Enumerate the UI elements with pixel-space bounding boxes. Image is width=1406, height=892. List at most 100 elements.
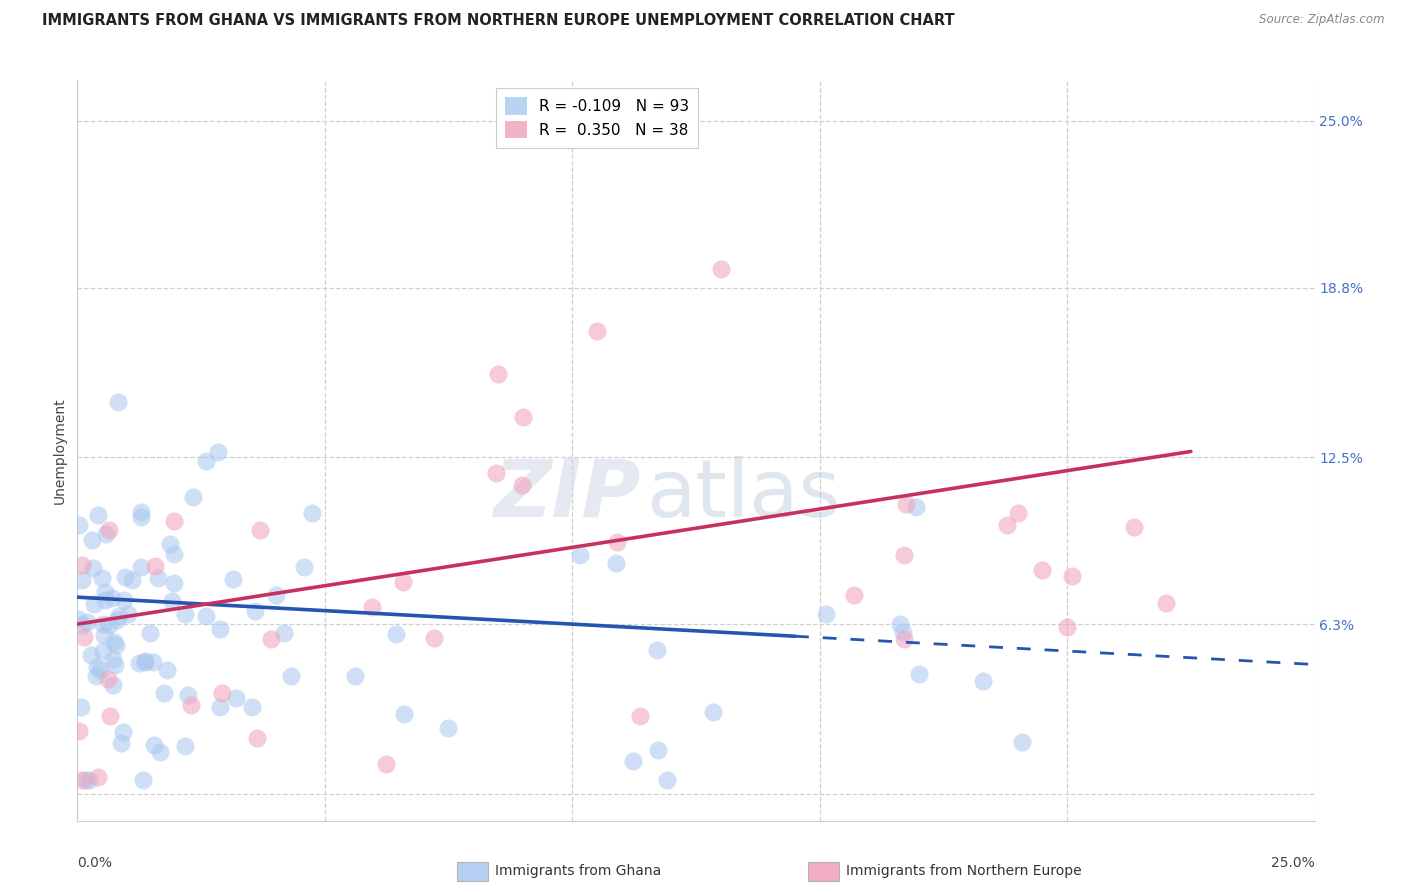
Point [710, 261, 733, 276]
Point [1031, 563, 1053, 577]
Text: 25.0%: 25.0% [1271, 855, 1315, 870]
Point [893, 548, 915, 562]
Point [142, 655, 165, 669]
Point [77, 773, 100, 788]
Point [91, 644, 114, 658]
Point [104, 639, 127, 653]
Point [146, 571, 169, 585]
Point [98, 618, 121, 632]
Point [894, 497, 917, 511]
Point [904, 500, 927, 514]
Point [82, 561, 104, 575]
Text: Source: ZipAtlas.com: Source: ZipAtlas.com [1260, 13, 1385, 27]
Point [995, 517, 1018, 532]
Point [107, 394, 129, 409]
Point [422, 632, 444, 646]
Point [107, 609, 129, 624]
Point [391, 574, 413, 589]
Point [586, 324, 609, 338]
Point [73, 630, 96, 644]
Text: atlas: atlas [647, 456, 841, 534]
Legend: R = -0.109   N = 93, R =  0.350   N = 38: R = -0.109 N = 93, R = 0.350 N = 38 [496, 88, 697, 148]
Point [1056, 620, 1078, 634]
Point [375, 756, 398, 771]
Point [134, 654, 156, 668]
Point [153, 686, 176, 700]
Point [131, 559, 153, 574]
Point [67, 517, 90, 532]
Text: 0.0%: 0.0% [77, 855, 112, 870]
Point [86, 660, 108, 674]
Point [891, 625, 914, 640]
Point [134, 656, 156, 670]
Point [94, 593, 117, 607]
Point [98, 709, 121, 723]
Text: IMMIGRANTS FROM GHANA VS IMMIGRANTS FROM NORTHERN EUROPE UNEMPLOYMENT CORRELATIO: IMMIGRANTS FROM GHANA VS IMMIGRANTS FROM… [42, 13, 955, 29]
Point [209, 623, 232, 637]
Point [908, 666, 931, 681]
Point [1011, 735, 1033, 749]
Point [66, 612, 89, 626]
Point [93, 628, 115, 642]
Point [260, 632, 283, 646]
Point [1007, 506, 1029, 520]
Text: ZIP: ZIP [494, 456, 640, 534]
Point [392, 706, 415, 721]
Point [94, 585, 117, 599]
Point [301, 506, 323, 520]
Point [163, 514, 186, 528]
Point [110, 736, 132, 750]
Point [814, 607, 837, 621]
Point [98, 523, 121, 537]
Point [112, 593, 135, 607]
Point [181, 490, 204, 504]
Point [343, 669, 366, 683]
Point [195, 609, 218, 624]
Point [436, 722, 458, 736]
Point [246, 731, 269, 745]
Point [842, 588, 865, 602]
Point [90, 571, 112, 585]
Point [129, 505, 152, 519]
Point [647, 742, 669, 756]
Point [621, 754, 644, 768]
Point [702, 705, 724, 719]
Point [112, 725, 135, 739]
Point [67, 724, 90, 739]
Point [512, 478, 534, 492]
Point [207, 445, 229, 459]
Point [266, 588, 288, 602]
Point [75, 773, 97, 788]
Point [91, 617, 114, 632]
Point [159, 536, 181, 550]
Point [162, 547, 184, 561]
Point [104, 658, 127, 673]
Point [485, 467, 508, 481]
Point [117, 607, 139, 622]
Point [101, 678, 124, 692]
Point [107, 613, 129, 627]
Point [606, 535, 628, 549]
Point [222, 572, 245, 586]
Point [240, 700, 263, 714]
Point [208, 699, 231, 714]
Point [385, 627, 408, 641]
Point [292, 559, 315, 574]
Point [101, 652, 124, 666]
Point [605, 556, 627, 570]
Point [486, 367, 509, 381]
Point [211, 686, 233, 700]
Point [1154, 596, 1177, 610]
Point [249, 523, 271, 537]
Point [149, 745, 172, 759]
Text: Immigrants from Northern Europe: Immigrants from Northern Europe [846, 864, 1083, 879]
Point [87, 770, 110, 784]
Point [174, 607, 197, 621]
Point [70, 699, 93, 714]
Point [1123, 519, 1146, 533]
Point [114, 570, 136, 584]
Point [145, 558, 167, 573]
Point [142, 739, 165, 753]
Point [361, 599, 384, 614]
Point [972, 674, 994, 689]
